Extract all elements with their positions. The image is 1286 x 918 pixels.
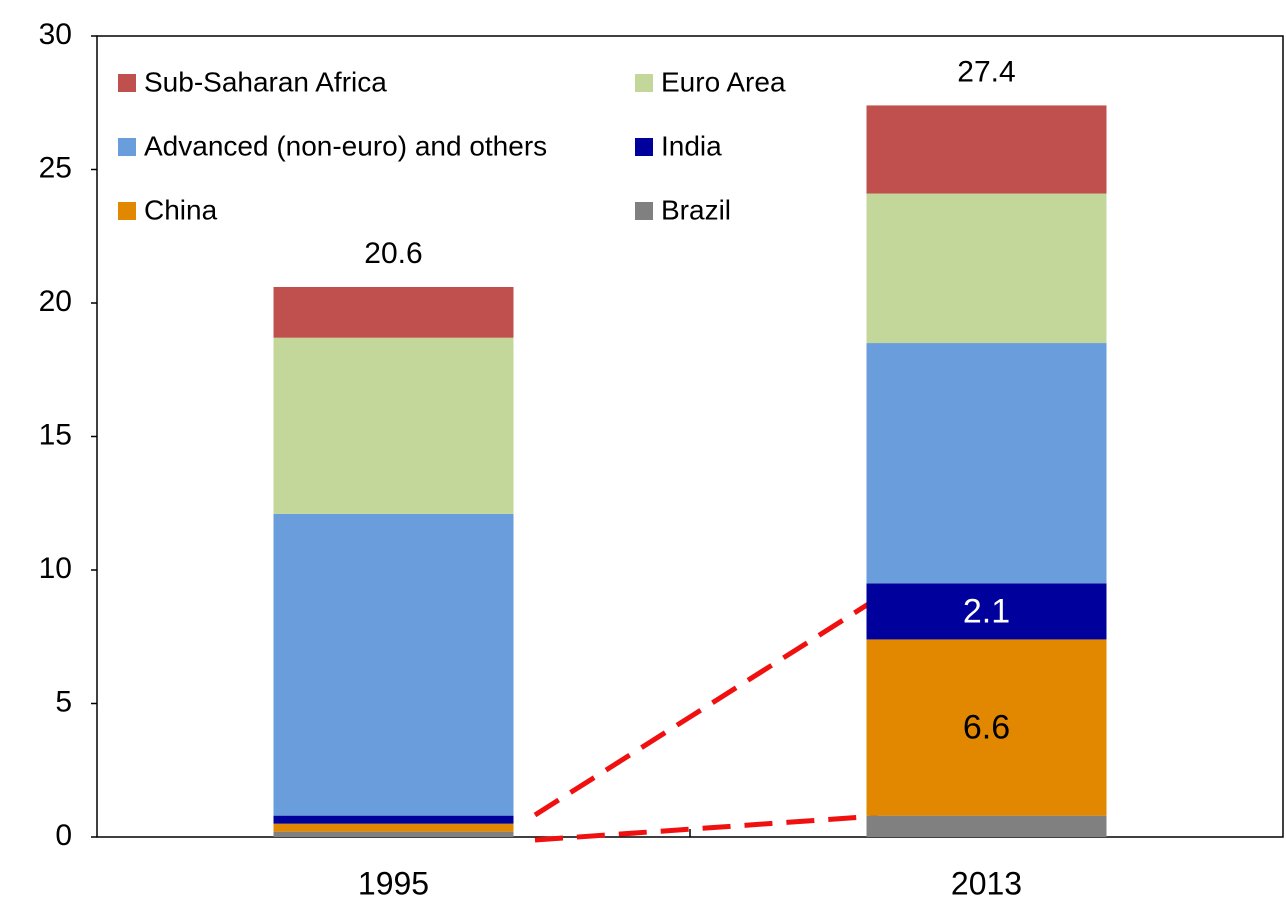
bar-segment: [866, 639, 1107, 816]
legend-label: China: [144, 194, 218, 225]
segment-label: 2.1: [963, 592, 1010, 630]
bar-segment: [273, 337, 514, 514]
legend-label: Sub-Saharan Africa: [144, 66, 387, 97]
bar-segment: [866, 583, 1107, 640]
x-tick-label: 1995: [358, 865, 429, 901]
y-tick-label: 30: [39, 18, 72, 51]
bar-segment: [866, 105, 1107, 194]
legend-label: Advanced (non-euro) and others: [144, 130, 547, 161]
bar-segment: [273, 815, 514, 824]
connector-lower: [534, 813, 879, 843]
legend-swatch: [118, 202, 136, 220]
y-tick-label: 25: [39, 151, 72, 184]
bar-segment: [866, 815, 1107, 837]
legend-label: Brazil: [661, 194, 731, 225]
legend-swatch: [635, 202, 653, 220]
y-tick-label: 10: [39, 552, 72, 585]
bar-segment: [273, 823, 514, 832]
legend-label: India: [661, 130, 722, 161]
segment-label: 6.6: [963, 709, 1010, 747]
legend-swatch: [118, 138, 136, 156]
y-tick-label: 20: [39, 285, 72, 318]
bar-segment: [273, 831, 514, 837]
connector-upper: [533, 595, 880, 818]
legend-swatch: [635, 74, 653, 92]
total-label: 27.4: [957, 55, 1015, 88]
legend-label: Euro Area: [661, 66, 786, 97]
legend-swatch: [118, 74, 136, 92]
legend-swatch: [635, 138, 653, 156]
bar-segment: [273, 286, 514, 338]
total-label: 20.6: [364, 237, 422, 270]
y-tick-label: 5: [55, 685, 72, 718]
y-tick-label: 15: [39, 418, 72, 451]
y-tick-label: 0: [55, 819, 72, 852]
bar-segment: [866, 343, 1107, 584]
bar-segment: [273, 513, 514, 816]
x-tick-label: 2013: [951, 865, 1022, 901]
bar-segment: [866, 193, 1107, 344]
